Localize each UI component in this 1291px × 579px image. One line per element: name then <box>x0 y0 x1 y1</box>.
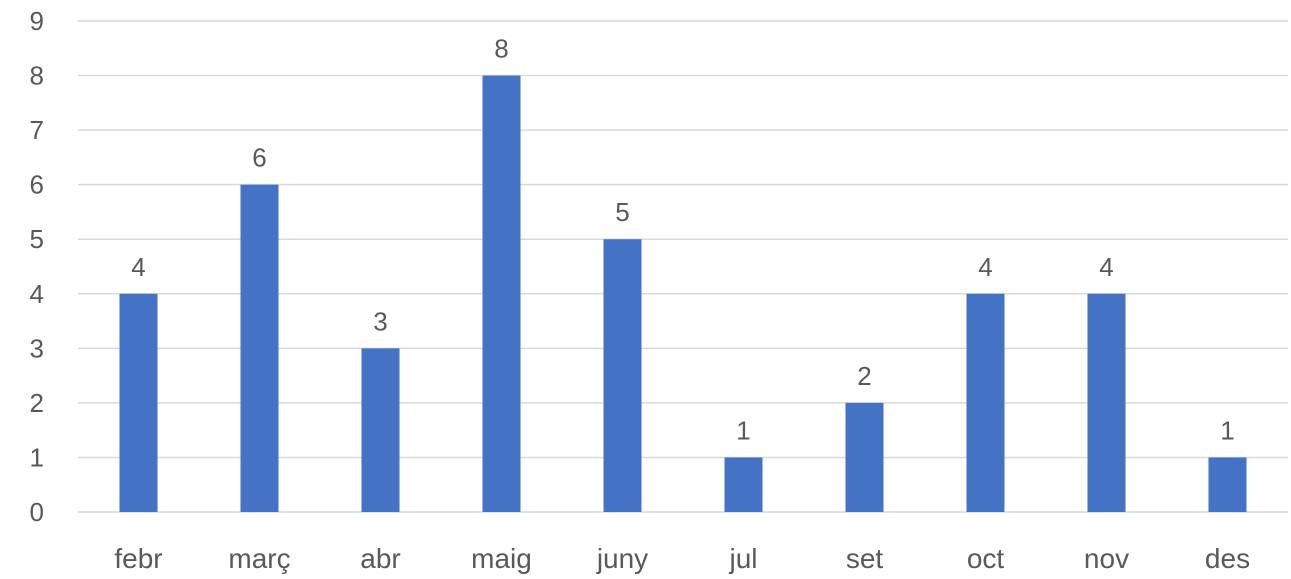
data-label: 4 <box>1099 252 1113 282</box>
bars <box>119 75 1247 513</box>
x-category-label: set <box>846 543 884 574</box>
y-tick-label: 7 <box>30 115 44 145</box>
x-category-label: març <box>228 543 290 574</box>
y-tick-label: 0 <box>30 497 44 527</box>
data-label: 1 <box>736 415 750 445</box>
x-category-label: juny <box>596 543 648 574</box>
bar-set <box>845 402 884 512</box>
bar-març <box>240 184 279 512</box>
bar-maig <box>482 75 521 513</box>
x-axis-labels: febr març abr maig juny jul set oct nov des <box>114 543 1250 574</box>
x-category-label: febr <box>114 543 162 574</box>
x-category-label: jul <box>728 543 757 574</box>
data-label: 6 <box>252 143 266 173</box>
y-tick-label: 5 <box>30 224 44 254</box>
data-label: 4 <box>978 252 992 282</box>
data-labels: 4 6 3 8 5 1 2 4 4 1 <box>131 34 1234 446</box>
y-tick-label: 6 <box>30 170 44 200</box>
y-axis-ticks: 0 1 2 3 4 5 6 7 8 9 <box>30 6 44 527</box>
data-label: 2 <box>857 361 871 391</box>
bar-juny <box>603 239 642 512</box>
x-category-label: des <box>1205 543 1250 574</box>
data-label: 4 <box>131 252 145 282</box>
data-label: 3 <box>373 306 387 336</box>
x-category-label: oct <box>967 543 1005 574</box>
data-label: 5 <box>615 197 629 227</box>
data-label: 8 <box>494 34 508 64</box>
y-tick-label: 8 <box>30 61 44 91</box>
y-tick-label: 9 <box>30 6 44 36</box>
gridlines <box>78 20 1288 513</box>
data-label: 1 <box>1220 415 1234 445</box>
y-tick-label: 1 <box>30 442 44 472</box>
bar-abr <box>361 348 400 512</box>
y-tick-label: 3 <box>30 333 44 363</box>
bar-febr <box>119 293 158 512</box>
x-category-label: maig <box>471 543 532 574</box>
y-tick-label: 2 <box>30 388 44 418</box>
x-category-label: nov <box>1084 543 1129 574</box>
bar-des <box>1208 457 1247 512</box>
bar-jul <box>724 457 763 512</box>
bar-nov <box>1087 293 1126 512</box>
y-tick-label: 4 <box>30 279 44 309</box>
bar-oct <box>966 293 1005 512</box>
x-category-label: abr <box>360 543 400 574</box>
